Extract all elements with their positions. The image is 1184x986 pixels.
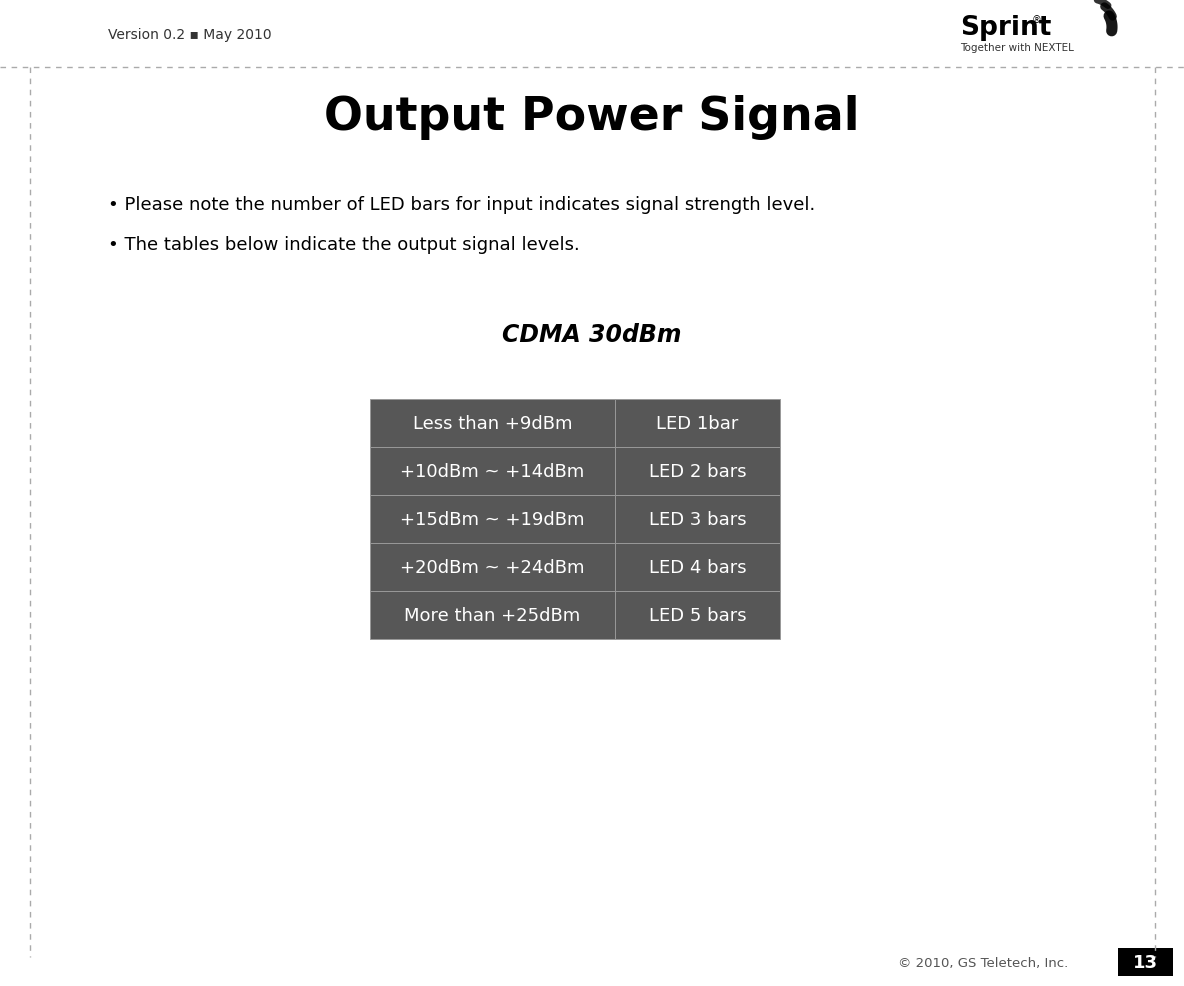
Bar [614,448,780,496]
Text: LED 1bar: LED 1bar [656,414,739,433]
Text: © 2010, GS Teletech, Inc.: © 2010, GS Teletech, Inc. [897,955,1068,968]
Text: • The tables below indicate the output signal levels.: • The tables below indicate the output s… [108,236,580,253]
Bar [614,543,780,592]
Bar [369,399,614,448]
Text: +15dBm ~ +19dBm: +15dBm ~ +19dBm [400,511,585,528]
Text: More than +25dBm: More than +25dBm [405,606,580,624]
Text: LED 4 bars: LED 4 bars [649,558,746,577]
Text: ®: ® [1032,15,1042,25]
Text: LED 3 bars: LED 3 bars [649,511,746,528]
Text: • Please note the number of LED bars for input indicates signal strength level.: • Please note the number of LED bars for… [108,196,816,214]
Text: Output Power Signal: Output Power Signal [324,96,860,140]
Bar [614,496,780,543]
Bar [1118,948,1173,976]
Text: LED 5 bars: LED 5 bars [649,606,746,624]
Text: +10dBm ~ +14dBm: +10dBm ~ +14dBm [400,462,585,480]
Bar [369,592,614,639]
Text: Version 0.2 ▪ May 2010: Version 0.2 ▪ May 2010 [108,28,271,42]
Text: Sprint: Sprint [960,15,1051,41]
Text: Together with NEXTEL: Together with NEXTEL [960,43,1074,53]
Text: LED 2 bars: LED 2 bars [649,462,746,480]
Bar [369,543,614,592]
Text: Less than +9dBm: Less than +9dBm [413,414,572,433]
Text: 13: 13 [1133,953,1158,971]
Text: CDMA 30dBm: CDMA 30dBm [502,322,682,347]
Text: +20dBm ~ +24dBm: +20dBm ~ +24dBm [400,558,585,577]
Bar [369,448,614,496]
Bar [614,399,780,448]
Bar [614,592,780,639]
Bar [369,496,614,543]
